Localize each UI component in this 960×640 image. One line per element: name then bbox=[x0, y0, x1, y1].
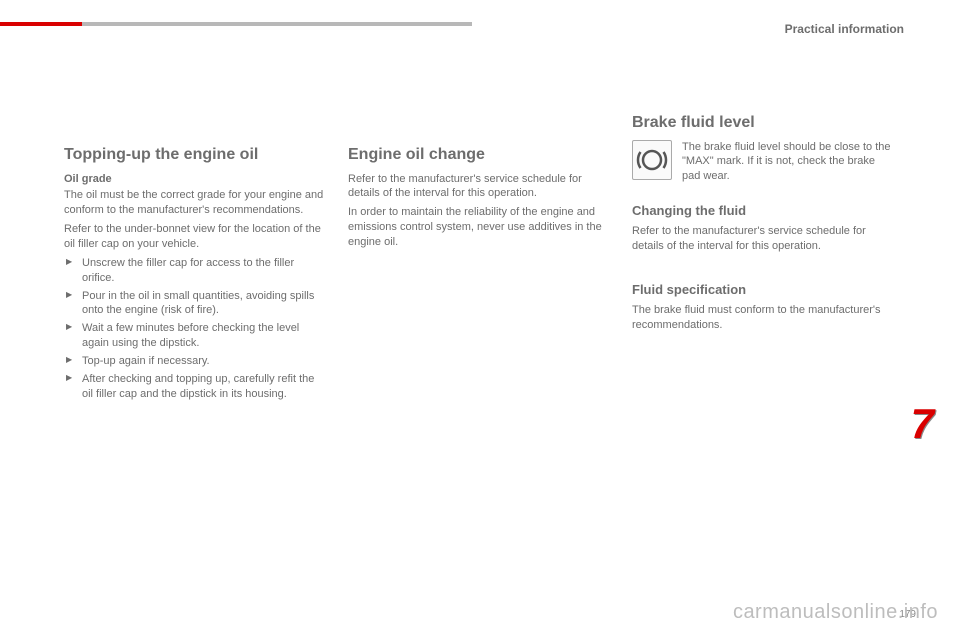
oil-change-title: Engine oil change bbox=[348, 144, 608, 166]
brake-fluid-icon-row: The brake fluid level should be close to… bbox=[632, 140, 892, 185]
changing-fluid-body: Refer to the manufacturer's service sche… bbox=[632, 224, 892, 254]
step-item: Wait a few minutes before checking the l… bbox=[64, 321, 324, 351]
topping-up-title: Topping-up the engine oil bbox=[64, 144, 324, 166]
changing-fluid-block: Changing the fluid Refer to the manufact… bbox=[632, 202, 892, 253]
topping-up-p1: The oil must be the correct grade for yo… bbox=[64, 188, 324, 218]
oil-change-p2: In order to maintain the reliability of … bbox=[348, 205, 608, 250]
header-rule-red bbox=[0, 22, 82, 26]
step-item: After checking and topping up, carefully… bbox=[64, 372, 324, 402]
oil-grade-subhead: Oil grade bbox=[64, 172, 324, 187]
watermark-text: carmanualsonline.info bbox=[733, 601, 938, 624]
topping-up-p2: Refer to the under-bonnet view for the l… bbox=[64, 222, 324, 252]
fluid-spec-title: Fluid specification bbox=[632, 281, 892, 299]
step-item: Pour in the oil in small quantities, avo… bbox=[64, 289, 324, 319]
header-section-label: Practical information bbox=[785, 22, 904, 36]
chapter-number: 7 bbox=[911, 400, 934, 448]
column-brake-fluid: Brake fluid level The brake fluid level … bbox=[632, 112, 892, 361]
step-item: Top-up again if necessary. bbox=[64, 354, 324, 369]
topping-up-steps: Unscrew the filler cap for access to the… bbox=[64, 256, 324, 402]
step-item: Unscrew the filler cap for access to the… bbox=[64, 256, 324, 286]
column-topping-up: Topping-up the engine oil Oil grade The … bbox=[64, 144, 324, 404]
column-oil-change: Engine oil change Refer to the manufactu… bbox=[348, 144, 608, 254]
fluid-spec-body: The brake fluid must conform to the manu… bbox=[632, 303, 892, 333]
fluid-spec-block: Fluid specification The brake fluid must… bbox=[632, 281, 892, 332]
brake-fluid-title: Brake fluid level bbox=[632, 112, 892, 134]
brake-warning-icon bbox=[632, 140, 672, 180]
changing-fluid-title: Changing the fluid bbox=[632, 202, 892, 220]
oil-change-p1: Refer to the manufacturer's service sche… bbox=[348, 172, 608, 202]
brake-fluid-note: The brake fluid level should be close to… bbox=[682, 140, 892, 185]
